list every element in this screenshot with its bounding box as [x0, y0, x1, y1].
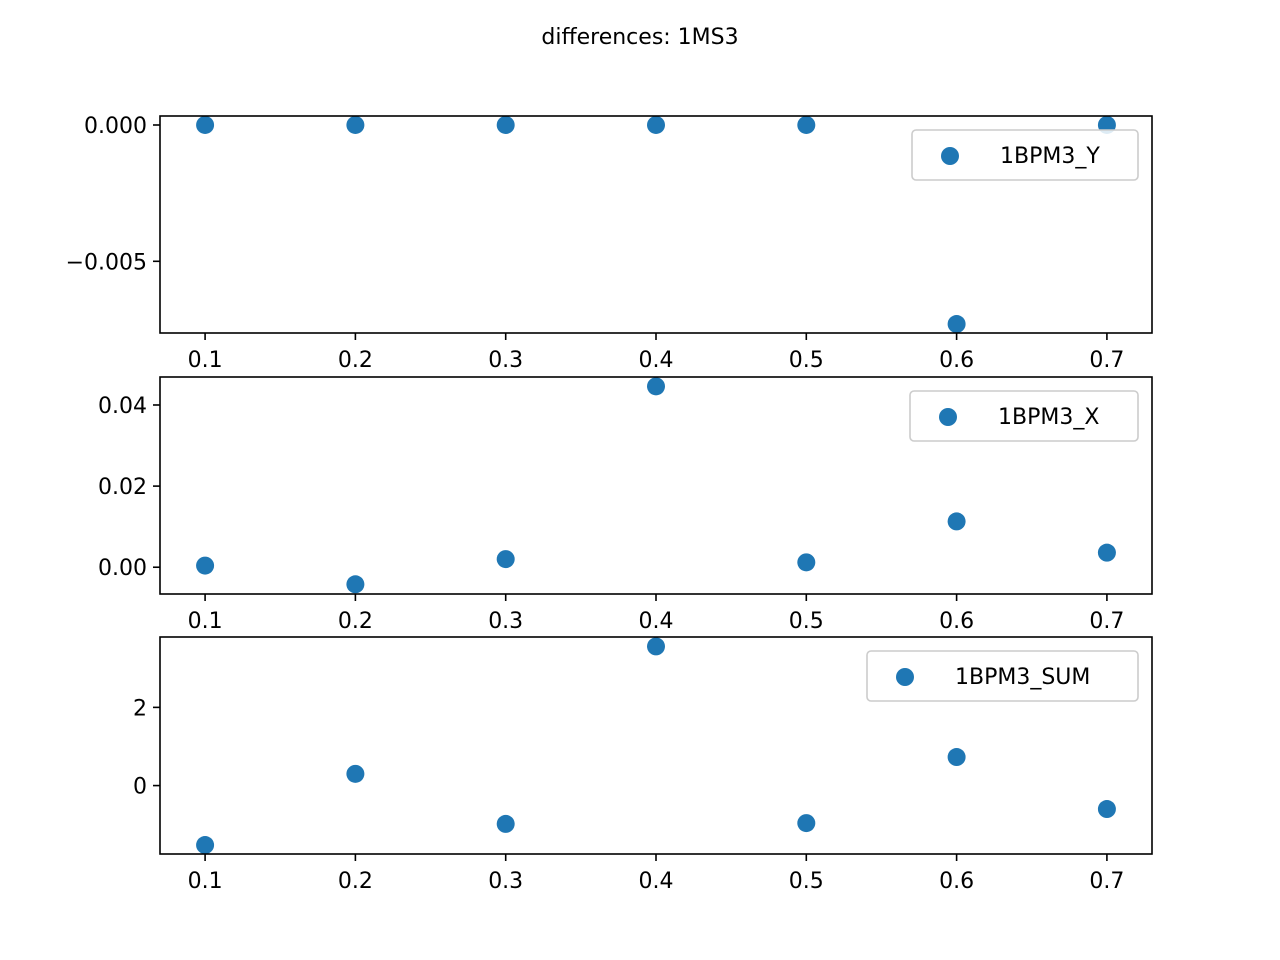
- x-tick-label: 0.4: [639, 869, 674, 894]
- legend-box: [911, 129, 1139, 181]
- x-tick-label: 0.2: [338, 869, 373, 894]
- data-point: [1097, 543, 1116, 562]
- x-tick-label: 0.5: [789, 869, 824, 894]
- data-point: [196, 115, 215, 134]
- legend-label: 1BPM3_Y: [1000, 144, 1100, 169]
- data-point: [196, 556, 215, 575]
- data-point: [647, 637, 665, 656]
- legend-label: 1BPM3_SUM: [955, 665, 1090, 690]
- data-point: [797, 115, 816, 134]
- data-point: [947, 748, 966, 767]
- data-point: [1097, 800, 1116, 819]
- x-tick-label: 0.6: [939, 609, 974, 634]
- x-tick-label: 0.1: [188, 609, 223, 634]
- y-tick-label: 0.00: [98, 556, 147, 581]
- subplot-2: 0.1 0.2 0.3 0.4 0.5 0.6 0.7 0.04 0.02 0.00 1BPM3_X: [98, 376, 1153, 634]
- data-point: [947, 512, 966, 531]
- y-tick-label: 0.02: [98, 475, 147, 500]
- x-tick-label: 0.7: [1089, 869, 1124, 894]
- data-point: [647, 377, 665, 396]
- y-tick-label: 0.000: [84, 114, 147, 139]
- legend: 1BPM3_SUM: [866, 650, 1139, 702]
- y-tick-label: 0.04: [98, 394, 147, 419]
- data-point: [346, 115, 365, 134]
- legend-box: [866, 650, 1139, 702]
- legend: 1BPM3_Y: [911, 129, 1139, 181]
- x-tick-label: 0.5: [789, 348, 824, 373]
- data-point: [346, 575, 365, 594]
- x-tick-label: 0.2: [338, 609, 373, 634]
- x-tick-label: 0.3: [488, 869, 523, 894]
- x-tick-label: 0.6: [939, 869, 974, 894]
- legend-marker: [939, 408, 957, 426]
- subplot-1: 0.1 0.2 0.3 0.4 0.5 0.6 0.7 0.000 −0.005 1BPM3_Y: [66, 114, 1153, 373]
- x-tick-label: 0.4: [639, 348, 674, 373]
- legend-marker: [896, 668, 914, 686]
- y-tick-label: −0.005: [66, 250, 147, 275]
- figure-title: differences: 1MS3: [541, 25, 738, 50]
- legend-label: 1BPM3_X: [998, 405, 1099, 430]
- data-point: [196, 836, 215, 855]
- x-tick-label: 0.7: [1089, 348, 1124, 373]
- data-point: [496, 550, 515, 569]
- x-tick-label: 0.6: [939, 348, 974, 373]
- subplots: 0.1 0.2 0.3 0.4 0.5 0.6 0.70.000−0.0051BPM3_Y0…: [66, 114, 1153, 894]
- x-tick-label: 0.3: [488, 609, 523, 634]
- x-tick-label: 0.7: [1089, 609, 1124, 634]
- y-tick-label: 0: [133, 775, 147, 800]
- data-point: [346, 764, 365, 783]
- data-point: [947, 315, 966, 334]
- legend-box: [909, 390, 1139, 442]
- x-tick-label: 0.3: [488, 348, 523, 373]
- data-point: [496, 115, 515, 134]
- data-point: [797, 553, 816, 572]
- x-tick-label: 0.5: [789, 609, 824, 634]
- x-tick-label: 0.2: [338, 348, 373, 373]
- x-tick-label: 0.4: [639, 609, 674, 634]
- x-tick-label: 0.1: [188, 348, 223, 373]
- subplot-3: 0.1 0.2 0.3 0.4 0.5 0.6 0.7 2 0 1BPM3_SUM: [133, 636, 1153, 894]
- x-tick-label: 0.1: [188, 869, 223, 894]
- data-point: [647, 115, 665, 134]
- data-point: [797, 814, 816, 833]
- data-point: [496, 814, 515, 833]
- y-tick-label: 2: [133, 696, 147, 721]
- legend-marker: [941, 147, 959, 165]
- legend: 1BPM3_X: [909, 390, 1139, 442]
